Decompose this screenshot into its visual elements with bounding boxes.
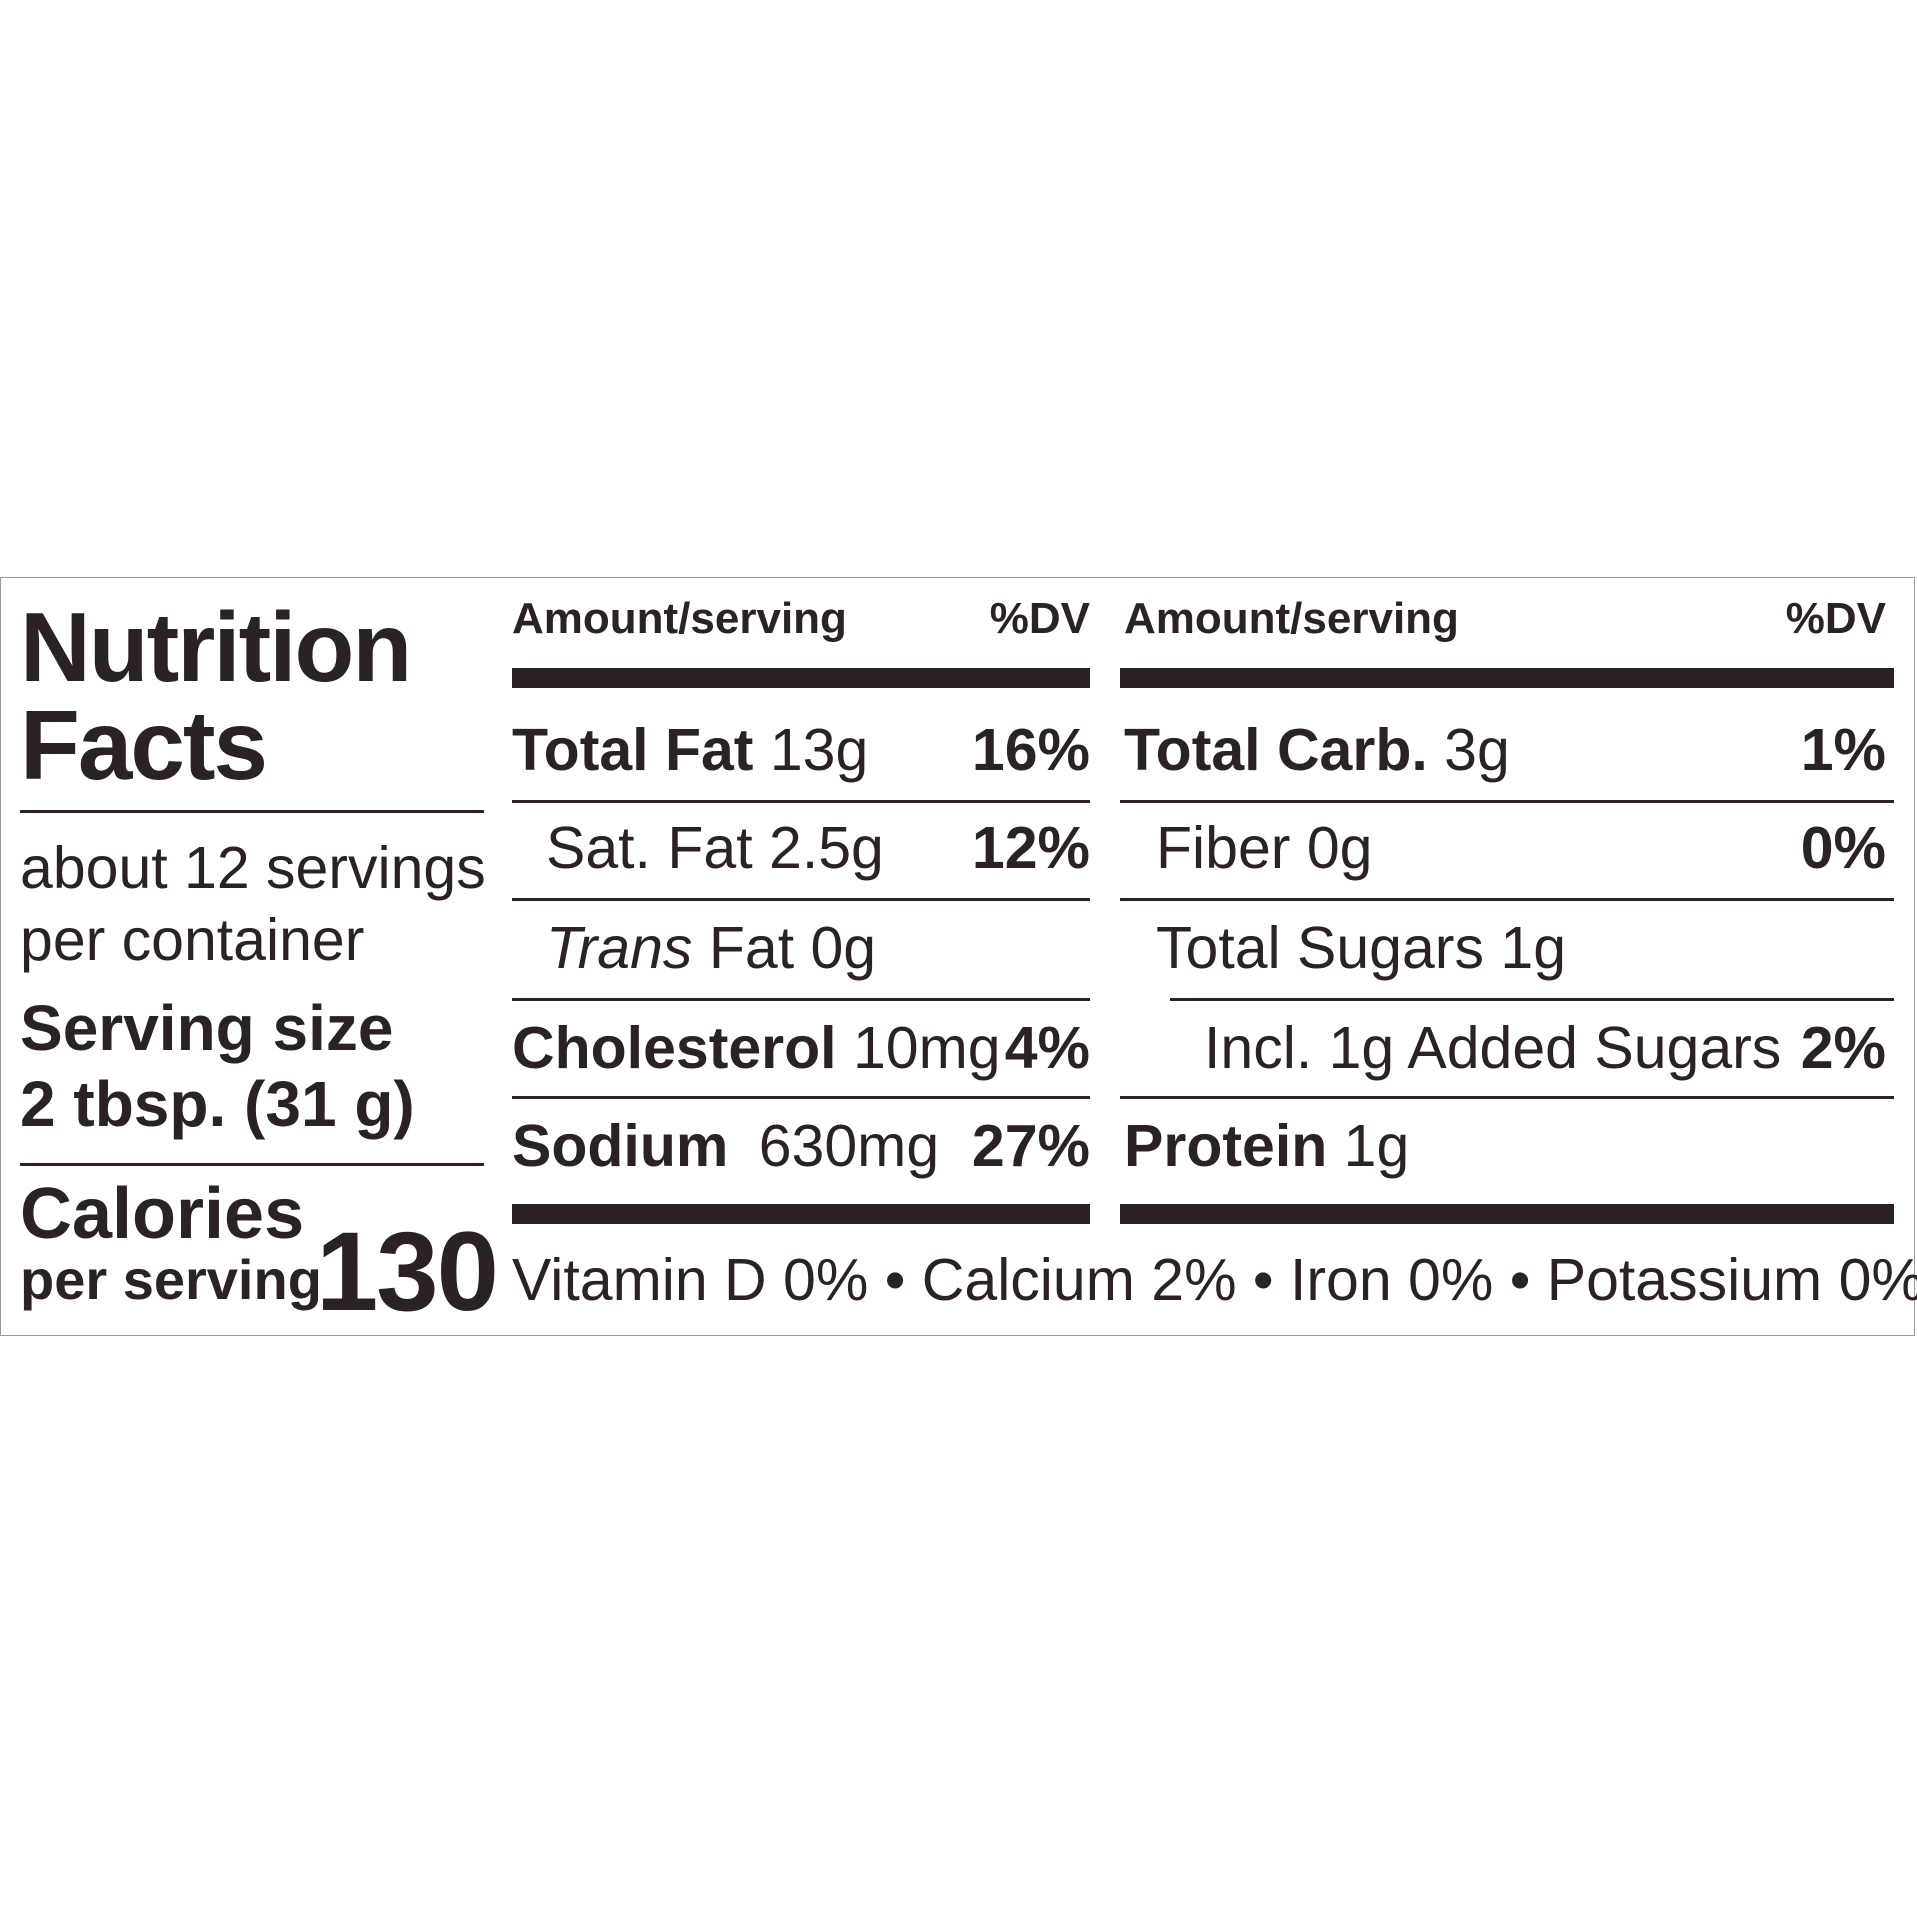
nutrient-row-trans-fat: Trans Fat 0g (546, 912, 876, 984)
calories-value: 130 (316, 1209, 499, 1334)
nutrient-name: Incl. 1g Added Sugars (1204, 1015, 1782, 1081)
calories-per-serving: per serving (20, 1248, 322, 1311)
nutrient-row-fiber: Fiber 0g (1156, 812, 1372, 884)
vitamins-minerals-line: Vitamin D 0% • Calcium 2% • Iron 0% • Po… (512, 1247, 1917, 1313)
dv-fiber: 0% (1800, 815, 1886, 881)
serving-size-label: Serving size (20, 992, 394, 1064)
nutrient-amount: 1g (1343, 1113, 1410, 1179)
nutrient-amount: Fat 0g (708, 915, 877, 981)
right-thick-rule-top (1120, 668, 1894, 688)
title-divider (20, 810, 484, 813)
servings-per-container-line-2: per container (20, 907, 365, 973)
nutrient-name: Trans (546, 915, 693, 981)
dv-total-fat: 16% (971, 717, 1090, 783)
servings-per-container-line-1: about 12 servings (20, 835, 486, 901)
row-divider-indented (1170, 998, 1894, 1001)
nutrient-row-sat-fat: Sat. Fat 2.5g (546, 812, 884, 884)
nutrient-name: Sodium (512, 1113, 729, 1179)
dv-added-sugars: 2% (1800, 1015, 1886, 1081)
right-thick-rule-bottom (1120, 1204, 1894, 1224)
row-divider (512, 898, 1090, 901)
left-thick-rule-top (512, 668, 1090, 688)
nutrient-name: Total Sugars (1156, 915, 1484, 981)
nutrient-row-total-carb: Total Carb. 3g (1124, 714, 1510, 786)
row-divider (1120, 800, 1894, 803)
nutrient-amount: 3g (1444, 717, 1510, 783)
row-divider (1120, 898, 1894, 901)
dv-sat-fat: 12% (971, 815, 1090, 881)
right-header-dv: %DV (1785, 594, 1886, 643)
nutrient-name: Total Carb. (1124, 717, 1428, 783)
nutrient-name: Cholesterol (512, 1015, 837, 1081)
dv-sodium: 27% (971, 1113, 1090, 1179)
left-header-dv: %DV (989, 594, 1090, 643)
right-header-amount: Amount/serving (1124, 594, 1459, 643)
row-divider (512, 998, 1090, 1001)
nutrient-amount: 13g (769, 717, 869, 783)
nutrient-row-total-fat: Total Fat 13g (512, 714, 868, 786)
dv-cholesterol: 4% (1004, 1015, 1090, 1081)
row-divider (512, 800, 1090, 803)
title-line-1: Nutrition (20, 592, 412, 702)
nutrient-row-sodium: Sodium 630mg (512, 1110, 939, 1182)
row-divider (512, 1096, 1090, 1099)
nutrient-name: Sat. Fat (546, 815, 753, 881)
nutrient-row-protein: Protein 1g (1124, 1110, 1409, 1182)
nutrition-facts-label (0, 577, 1915, 1336)
left-thick-rule-bottom (512, 1204, 1090, 1224)
nutrient-row-cholesterol: Cholesterol 10mg (512, 1012, 1001, 1084)
nutrient-amount: 1g (1500, 915, 1567, 981)
calories-label: Calories (20, 1174, 305, 1254)
row-divider (1120, 1096, 1894, 1099)
dv-total-carb: 1% (1800, 717, 1886, 783)
nutrient-row-total-sugars: Total Sugars 1g (1156, 912, 1566, 984)
nutrient-amount: 630mg (758, 1113, 940, 1179)
nutrient-amount: 10mg (852, 1015, 1001, 1081)
nutrient-name: Total Fat (512, 717, 754, 783)
nutrient-name: Fiber (1156, 815, 1291, 881)
serving-size-value: 2 tbsp. (31 g) (20, 1068, 415, 1140)
nutrient-amount: 2.5g (769, 815, 884, 881)
nutrient-row-added-sugars: Incl. 1g Added Sugars (1204, 1012, 1781, 1084)
left-header-amount: Amount/serving (512, 594, 847, 643)
nutrient-amount: 0g (1306, 815, 1373, 881)
nutrient-name: Protein (1124, 1113, 1328, 1179)
title-line-2: Facts (20, 690, 268, 800)
serving-divider (20, 1163, 484, 1166)
